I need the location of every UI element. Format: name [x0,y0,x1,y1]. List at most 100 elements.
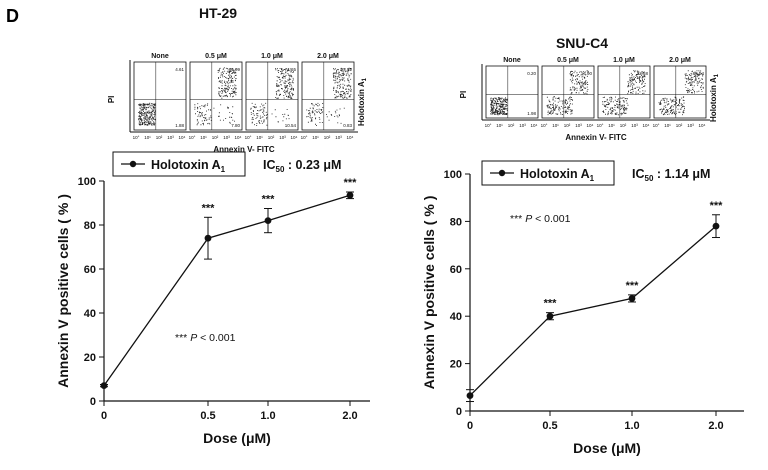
ic50-annotation: IC50 : 1.14 μM [632,167,710,183]
facs-quadrant-value: 66.09 [229,67,241,72]
facs-condition-label: 2.0 μM [317,53,339,60]
pvalue-note: *** P < 0.001 [510,213,571,225]
facs-quadrant-value: 1.88 [175,123,184,128]
facs-tick-label: 10³ [335,135,342,140]
significance-label: *** [626,280,640,292]
facs-tick-label: 10° [133,135,140,140]
facs-tick-label: 10² [564,123,571,128]
x-axis-title: Dose (μM) [573,440,641,456]
facs-tick-label: 10¹ [144,135,151,140]
legend-label-sub: 1 [221,165,226,174]
facs-x-label: Annexin V- FITC [213,145,275,154]
facs-quadrant-value: 0.20 [527,71,536,76]
facs-condition-label: 0.5 μM [557,57,579,64]
x-tick-label: 2.0 [708,420,723,432]
legend-label: Holotoxin A1 [520,167,595,183]
facs-tick-label: 10¹ [256,135,263,140]
facs-plot-frame [301,61,355,131]
facs-tick-label: 10³ [519,123,526,128]
facs-tick-label: 10° [485,123,492,128]
y-tick-label: 80 [84,220,96,232]
x-tick-label: 2.0 [342,410,357,422]
y-tick-label: 60 [84,264,96,276]
facs-tick-label: 10⁴ [531,123,538,128]
facs-plot-frame [245,61,299,131]
data-point [712,222,720,230]
facs-tick-label: 10³ [223,135,230,140]
facs-plot-frame [653,65,707,119]
facs-quadrant-value: 71.65 [285,67,297,72]
facs-event-dots [658,70,704,116]
data-point [628,295,636,302]
legend-marker [498,169,506,177]
facs-tick-label: 10⁴ [347,135,354,140]
facs-tick-label: 10° [597,123,604,128]
facs-tick-label: 10° [245,135,252,140]
x-tick-label: 1.0 [624,420,639,432]
chart-legend: Holotoxin A1 [481,160,615,186]
ic50-sub: 50 [276,165,285,174]
facs-tick-label: 10³ [167,135,174,140]
facs-tick-label: 10³ [575,123,582,128]
facs-condition-label: 0.5 μM [205,53,227,60]
facs-quadrant-value: 66.54 [693,71,705,76]
facs-tick-label: 10² [268,135,275,140]
series-line [103,194,351,386]
data-point [100,382,108,389]
facs-plot-frame [189,61,243,131]
facs-tick-label: 10° [653,123,660,128]
facs-plot: None 4.61 1.88 10° 10¹ 10² 10³ 10⁴ [133,53,187,140]
facs-event-dots [546,70,589,116]
facs-condition-label: None [151,53,169,60]
ic50-value: : 0.23 μM [284,158,341,172]
pvalue-note: *** P < 0.001 [175,332,236,344]
facs-side-label-sub: 1 [362,77,368,81]
facs-tick-label: 10² [324,135,331,140]
significance-label: *** [262,194,276,206]
facs-quadrant-value: 23.58 [637,71,649,76]
facs-plot: 2.0 μM 93.52 0.83 10° 10¹ 10² 10³ 10⁴ [301,53,355,140]
panel-label: D [6,6,19,26]
significance-label: *** [344,177,358,189]
legend-label-base: Holotoxin A [520,167,590,181]
facs-plot: None 0.20 1.98 10° 10¹ 10² 10³ 10⁴ [485,57,539,128]
y-tick-label: 100 [78,176,96,188]
facs-plot: 2.0 μM 66.54 10° 10¹ 10² 10³ 10⁴ [653,57,707,128]
facs-tick-label: 10³ [687,123,694,128]
facs-condition-label: None [503,57,521,64]
pvalue-prefix: *** [175,332,190,344]
facs-tick-label: 10² [508,123,515,128]
facs-plot-frame [133,61,187,131]
facs-plot-frame [597,65,651,119]
legend-marker [129,160,137,168]
facs-title: SNU-C4 [556,35,608,51]
significance-label: *** [710,200,724,212]
y-axis-title: Annexin V positive cells ( % ) [421,196,437,390]
pvalue-italic: P [190,332,197,344]
facs-tick-label: 10² [212,135,219,140]
facs-tick-label: 10¹ [552,123,559,128]
pvalue-italic: P [525,213,532,225]
pvalue-suffix: < 0.001 [197,332,235,344]
facs-title: HT-29 [199,5,237,21]
facs-event-dots [490,97,508,116]
series-line [469,225,717,397]
facs-tick-label: 10° [189,135,196,140]
data-point [346,191,354,199]
data-point [466,392,474,399]
facs-side-label-sub: 1 [714,73,720,77]
ic50-label: IC [632,167,645,181]
facs-side-label: Holotoxin A1 [357,77,368,126]
facs-event-dots [194,67,237,126]
facs-tick-label: 10¹ [608,123,615,128]
facs-quadrant-value: 4.61 [175,67,184,72]
facs-plot: 1.0 μM 71.65 10.54 10° 10¹ 10² 10³ 10⁴ [245,53,299,140]
facs-quadrant-value: 0.83 [343,123,352,128]
facs-quadrant-value: 1.98 [527,111,536,116]
line-chart-ht29: Holotoxin A1 IC50 : 0.23 μM 0 20 40 60 80 100 0 0… [55,151,370,446]
y-tick-label: 100 [444,169,462,181]
facs-tick-label: 10¹ [312,135,319,140]
facs-plot-frame [541,65,595,119]
